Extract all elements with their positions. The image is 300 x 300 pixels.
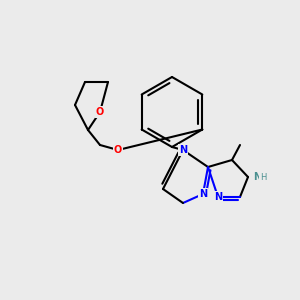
Text: H: H — [260, 172, 266, 182]
Text: N: N — [214, 192, 222, 202]
Text: O: O — [114, 145, 122, 155]
Text: O: O — [96, 107, 104, 117]
Text: N: N — [199, 189, 207, 199]
Text: N: N — [253, 172, 261, 182]
Text: N: N — [179, 145, 187, 155]
